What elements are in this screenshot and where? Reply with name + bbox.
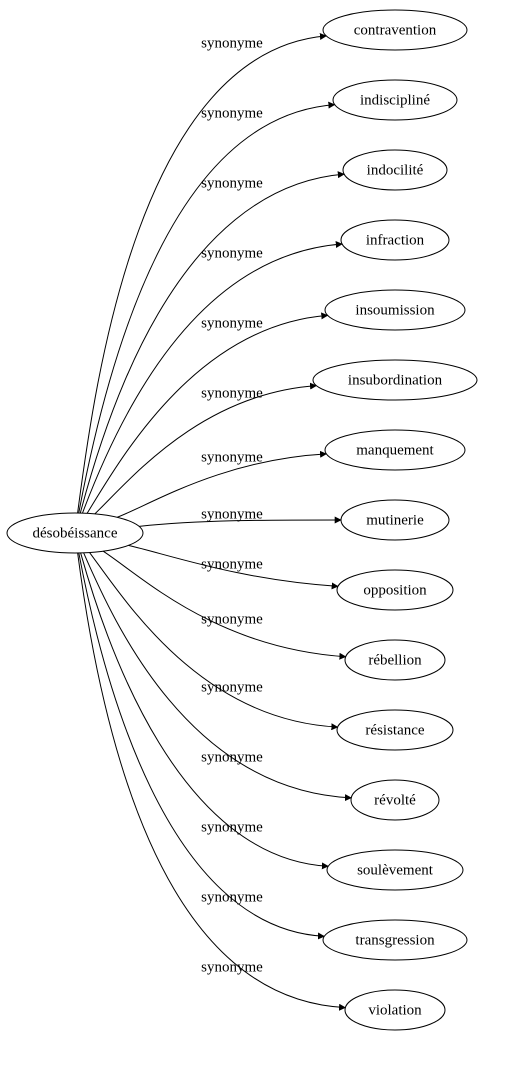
target-node-10-label: résistance (365, 722, 424, 738)
edge-label-3: synonyme (201, 245, 263, 261)
target-node-13-label: transgression (355, 932, 435, 948)
target-node-9: rébellion (345, 640, 445, 680)
target-node-8: opposition (337, 570, 453, 610)
edge-4 (87, 315, 327, 513)
target-node-5-label: insubordination (348, 372, 443, 388)
target-node-0-label: contravention (354, 22, 437, 38)
target-node-7-label: mutinerie (366, 512, 424, 528)
source-node-label: désobéissance (33, 525, 118, 541)
edge-label-1: synonyme (201, 105, 263, 121)
edge-label-4: synonyme (201, 315, 263, 331)
target-node-12: soulèvement (327, 850, 463, 890)
edge-label-13: synonyme (201, 889, 263, 905)
edge-label-12: synonyme (201, 819, 263, 835)
edge-label-9: synonyme (201, 611, 263, 627)
target-node-10: résistance (337, 710, 453, 750)
edge-label-2: synonyme (201, 175, 263, 191)
edge-label-11: synonyme (201, 749, 263, 765)
target-node-3: infraction (341, 220, 449, 260)
target-node-11-label: révolté (374, 792, 416, 808)
edge-label-5: synonyme (201, 385, 263, 401)
target-node-13: transgression (323, 920, 467, 960)
edges: synonyme synonyme synonyme synonyme synonyme… (78, 35, 352, 1007)
target-node-0: contravention (323, 10, 467, 50)
target-node-1: indiscipliné (333, 80, 457, 120)
target-node-8-label: opposition (363, 582, 427, 598)
target-node-7: mutinerie (341, 500, 449, 540)
synonym-graph: synonyme synonyme synonyme synonyme synonyme… (0, 0, 505, 1067)
source-node: désobéissance (7, 513, 143, 553)
target-node-5: insubordination (313, 360, 477, 400)
target-node-2: indocilité (343, 150, 447, 190)
edge-label-6: synonyme (201, 449, 263, 465)
target-node-3-label: infraction (366, 232, 425, 248)
target-node-4-label: insoumission (355, 302, 435, 318)
target-node-14: violation (345, 990, 445, 1030)
edge-label-0: synonyme (201, 35, 263, 51)
target-node-9-label: rébellion (368, 652, 422, 668)
edge-label-8: synonyme (201, 556, 263, 572)
target-node-14-label: violation (368, 1002, 422, 1018)
target-node-2-label: indocilité (367, 162, 424, 178)
target-node-12-label: soulèvement (357, 862, 434, 878)
target-node-6: manquement (325, 430, 465, 470)
target-node-6-label: manquement (356, 442, 434, 458)
target-node-11: révolté (351, 780, 439, 820)
target-node-4: insoumission (325, 290, 465, 330)
target-node-1-label: indiscipliné (360, 92, 430, 108)
edge-label-10: synonyme (201, 679, 263, 695)
edge-label-14: synonyme (201, 959, 263, 975)
edge-label-7: synonyme (201, 506, 263, 522)
